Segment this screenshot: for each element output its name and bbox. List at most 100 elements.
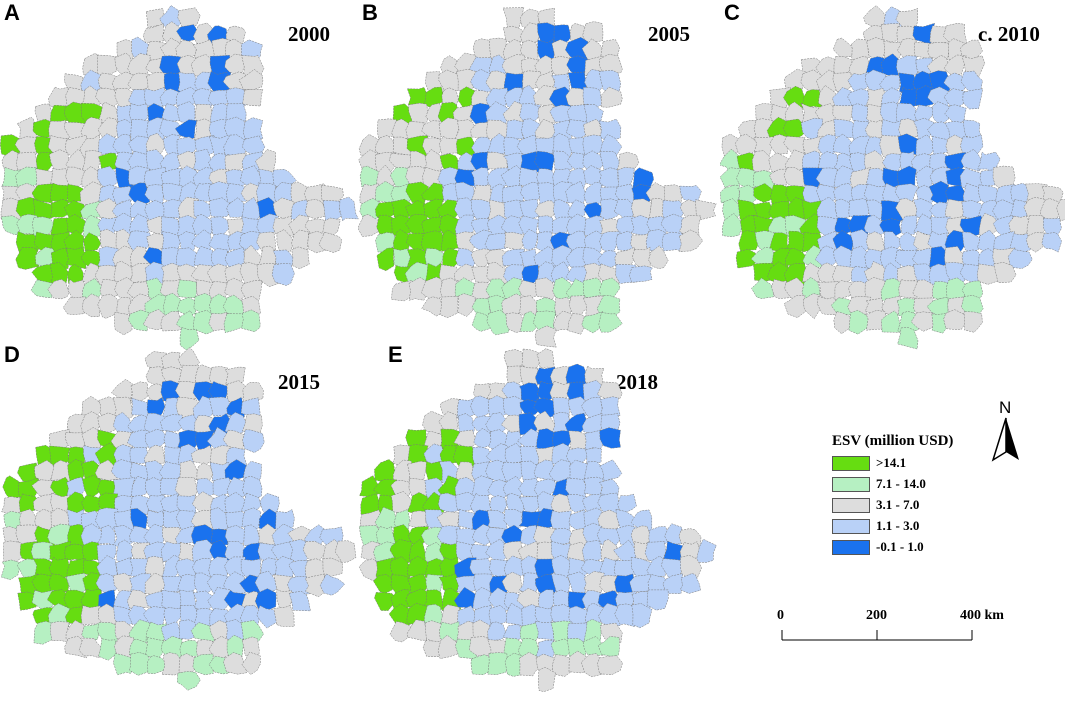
county-region [534,136,557,157]
county-region [176,671,201,691]
county-region [276,229,295,256]
panel-year-b: 2005 [648,22,690,46]
county-region [241,151,264,173]
county-region [736,167,759,188]
county-region [223,652,248,675]
county-region [580,396,603,419]
county-region [879,74,901,94]
county-region [847,71,872,93]
county-region [65,247,88,270]
county-region [112,396,134,421]
county-region [129,652,152,676]
county-region [566,447,591,465]
scale-tick-label: 400 km [960,608,1004,623]
county-region [30,279,55,299]
county-region [80,588,104,610]
county-region [582,150,604,170]
county-region [339,196,359,222]
county-region [598,167,620,191]
county-region [549,380,572,404]
county-region [631,603,653,629]
county-region [191,229,213,252]
county-region [456,68,477,95]
county-region [195,430,215,451]
county-region [519,382,540,403]
county-region [97,72,119,93]
county-region [32,216,55,237]
county-region [162,183,183,204]
map-panel-d: D 2015 [0,342,360,692]
county-region [943,72,968,92]
county-region [208,233,233,253]
county-region [224,152,247,175]
scale-tick-label: 200 [866,608,887,623]
county-region [82,474,103,500]
county-region [193,310,215,335]
county-region [258,508,279,531]
county-region [240,620,264,644]
county-region [16,558,41,580]
county-region [129,103,149,124]
county-region [964,311,983,333]
county-region [962,88,984,110]
county-region [946,277,966,301]
county-region [753,183,776,203]
county-region [832,230,854,252]
county-region [614,603,637,628]
county-region [661,558,683,578]
county-region [142,23,165,43]
county-region [470,281,493,303]
county-region [486,152,509,172]
county-region [738,230,761,252]
county-region [519,103,542,124]
county-region [194,71,214,94]
county-region [209,620,230,641]
county-region [177,347,200,371]
county-region [734,133,760,158]
county-region [376,164,396,190]
county-region [128,165,151,189]
county-region [223,603,246,627]
north-arrow-label: N [999,398,1012,417]
county-region [582,21,604,44]
county-region [566,119,589,140]
county-region [271,263,295,286]
county-region [502,475,526,500]
county-region [62,296,86,315]
county-region [438,411,458,435]
county-region [470,475,495,499]
county-region [1056,199,1065,221]
county-region [783,262,808,287]
legend-swatch [832,518,870,534]
county-region [600,134,623,156]
county-region [97,165,120,190]
county-region [302,540,327,564]
county-region [128,619,151,643]
county-region [897,133,921,156]
county-region [679,185,702,203]
county-region [162,21,183,44]
county-region [519,399,540,417]
county-region [695,538,717,563]
county-region [127,309,150,332]
county-region [191,214,213,236]
county-region [883,40,903,59]
county-region [945,198,966,220]
county-region [551,411,571,436]
county-region [97,622,120,642]
county-region [176,136,201,157]
county-region [597,655,623,676]
county-region [1007,248,1033,269]
county-region [175,381,198,402]
county-region [501,461,524,485]
county-region [276,589,293,611]
county-region [114,87,136,110]
legend-label: 7.1 - 14.0 [876,476,926,491]
legend-title: ESV (million USD) [832,433,954,449]
county-region [288,590,311,612]
county-region [678,215,702,238]
county-region [207,587,233,613]
county-region [598,603,622,627]
map-panel-b: B 2005 [358,0,718,350]
county-region [242,429,265,453]
